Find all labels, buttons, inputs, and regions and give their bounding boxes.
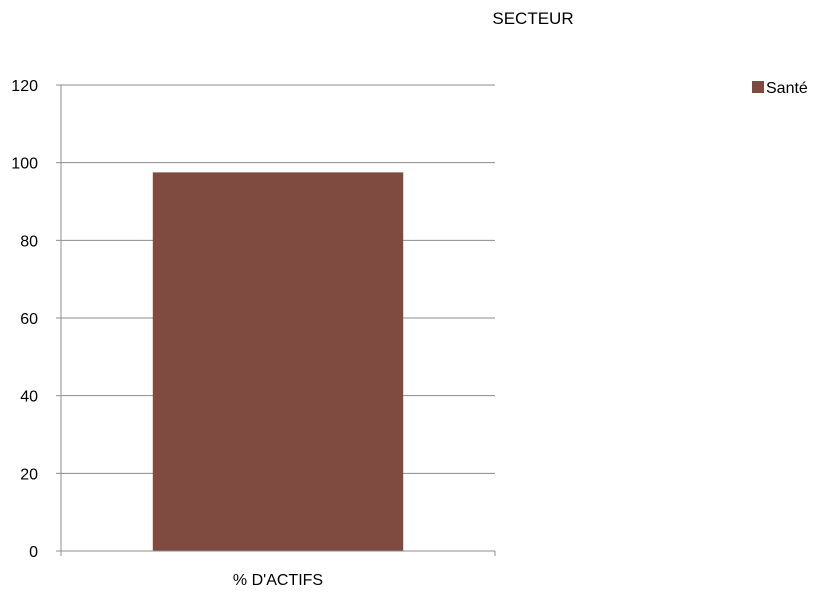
legend-label: Santé <box>766 80 808 97</box>
y-tick-label: 80 <box>20 233 38 250</box>
y-tick-label: 0 <box>29 544 38 561</box>
y-axis-ticks: 0 20 40 60 80 100 120 <box>11 78 61 561</box>
y-tick-label: 60 <box>20 311 38 328</box>
bars <box>152 172 404 551</box>
y-tick-label: 40 <box>20 389 38 406</box>
y-tick-label: 100 <box>11 156 38 173</box>
legend-swatch <box>752 81 764 93</box>
x-axis-ticks: % D'ACTIFS <box>60 550 496 589</box>
x-tick-label: % D'ACTIFS <box>233 572 323 589</box>
y-tick-label: 120 <box>11 78 38 95</box>
bar <box>152 172 404 551</box>
legend: Santé <box>752 80 808 97</box>
y-tick-label: 20 <box>20 466 38 483</box>
chart-title: SECTEUR <box>492 9 573 28</box>
